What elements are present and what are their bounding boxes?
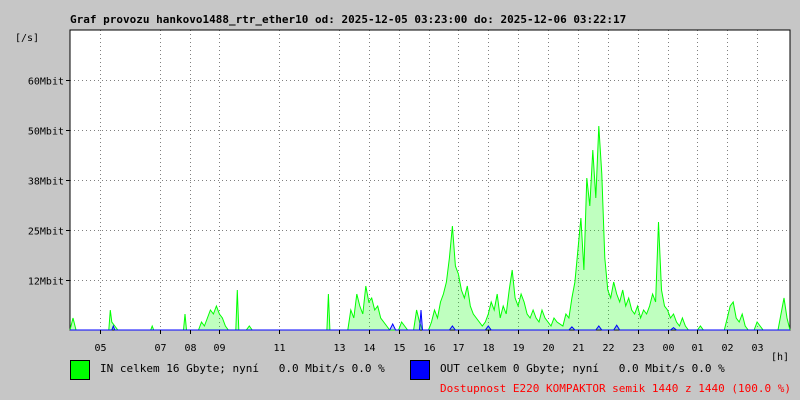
x-tick-label: 23 — [632, 343, 644, 354]
x-tick-label: 01 — [691, 343, 703, 354]
x-tick-label: 11 — [273, 343, 285, 354]
out-legend-swatch — [410, 360, 430, 380]
x-tick-label: 07 — [154, 343, 166, 354]
out-legend-label: OUT celkem 0 Gbyte; nyní 0.0 Mbit/s 0.0 … — [440, 362, 725, 375]
x-tick-label: 02 — [721, 343, 733, 354]
series-out-line — [70, 309, 790, 331]
x-tick-label: 03 — [751, 343, 763, 354]
x-tick-label: 22 — [602, 343, 614, 354]
x-tick-label: 16 — [423, 343, 435, 354]
y-tick-label: 60Mbit — [28, 77, 64, 88]
x-tick-label: 21 — [572, 343, 584, 354]
y-axis-unit-label: [/s] — [15, 33, 39, 44]
x-axis-ticks: 05 07 08 09 11 13 14 15 16 17 18 19 20 21 22 23 00 01 02 03 — [94, 330, 764, 354]
y-axis-ticks: 12Mbit 25Mbit 38Mbit 50Mbit 60Mbit — [28, 77, 70, 288]
x-tick-label: 09 — [213, 343, 225, 354]
x-tick-label: 13 — [333, 343, 345, 354]
chart-title: Graf provozu hankovo1488_rtr_ether10 od:… — [70, 13, 626, 26]
x-tick-label: 20 — [542, 343, 554, 354]
x-tick-label: 08 — [184, 343, 196, 354]
y-tick-label: 38Mbit — [28, 177, 64, 188]
plot-area — [69, 29, 791, 331]
x-axis-unit-label: [h] — [771, 352, 789, 363]
x-tick-label: 00 — [662, 343, 674, 354]
in-legend-swatch — [70, 360, 90, 380]
in-legend-label: IN celkem 16 Gbyte; nyní 0.0 Mbit/s 0.0 … — [100, 362, 385, 375]
x-tick-label: 15 — [393, 343, 405, 354]
x-tick-label: 19 — [512, 343, 524, 354]
grid-lines — [70, 30, 790, 330]
x-tick-label: 18 — [482, 343, 494, 354]
series-layer — [69, 125, 791, 331]
x-tick-label: 17 — [452, 343, 464, 354]
x-tick-label: 14 — [363, 343, 375, 354]
x-tick-label: 05 — [94, 343, 106, 354]
y-tick-label: 25Mbit — [28, 227, 64, 238]
y-tick-label: 12Mbit — [28, 277, 64, 288]
y-tick-label: 50Mbit — [28, 127, 64, 138]
availability-status: Dostupnost E220 KOMPAKTOR semik 1440 z 1… — [440, 382, 791, 395]
